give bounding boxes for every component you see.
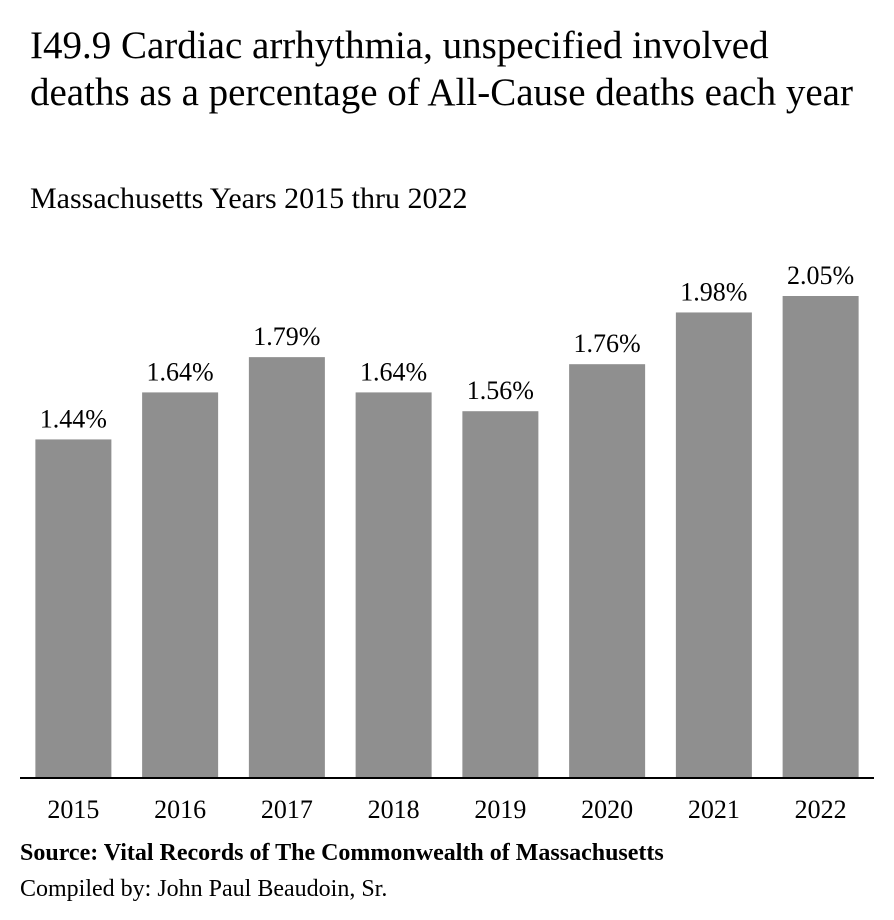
bar-2022 <box>782 296 859 778</box>
x-tick-label-2016: 2016 <box>154 795 206 824</box>
x-tick-label-2015: 2015 <box>47 795 99 824</box>
x-tick-label-2017: 2017 <box>261 795 313 824</box>
compiled-by-note: Compiled by: John Paul Beaudoin, Sr. <box>20 876 388 902</box>
value-label-2017: 1.79% <box>253 322 320 351</box>
bars-group <box>35 296 859 778</box>
bar-chart: 1.44% 1.64% 1.79% 1.64% 1.56% 1.76% 1.98% 2.05%… <box>20 261 874 824</box>
x-tick-label-2019: 2019 <box>474 795 526 824</box>
chart-subtitle: Massachusetts Years 2015 thru 2022 <box>30 182 468 215</box>
value-label-2021: 1.98% <box>680 277 747 306</box>
source-note: Source: Vital Records of The Commonwealt… <box>20 840 664 866</box>
bar-2020 <box>569 364 646 778</box>
chart-title: I49.9 Cardiac arrhythmia, unspecified in… <box>30 24 853 114</box>
x-tick-label-2020: 2020 <box>581 795 633 824</box>
value-labels-group: 1.44% 1.64% 1.79% 1.64% 1.56% 1.76% 1.98% 2.05% <box>40 261 854 433</box>
value-label-2015: 1.44% <box>40 404 107 433</box>
bar-2017 <box>248 357 325 778</box>
value-label-2016: 1.64% <box>147 357 214 386</box>
bar-2019 <box>462 411 539 778</box>
x-tick-label-2018: 2018 <box>368 795 420 824</box>
x-tick-labels-group: 2015 2016 2017 2018 2019 2020 2021 2022 <box>47 795 846 824</box>
bar-2021 <box>675 312 752 778</box>
bar-2015 <box>35 439 112 778</box>
value-label-2020: 1.76% <box>574 329 641 358</box>
value-label-2018: 1.64% <box>360 357 427 386</box>
x-tick-label-2021: 2021 <box>688 795 740 824</box>
bar-2016 <box>142 392 219 778</box>
bar-2018 <box>355 392 432 778</box>
value-label-2019: 1.56% <box>467 376 534 405</box>
value-label-2022: 2.05% <box>787 261 854 290</box>
x-tick-label-2022: 2022 <box>795 795 847 824</box>
